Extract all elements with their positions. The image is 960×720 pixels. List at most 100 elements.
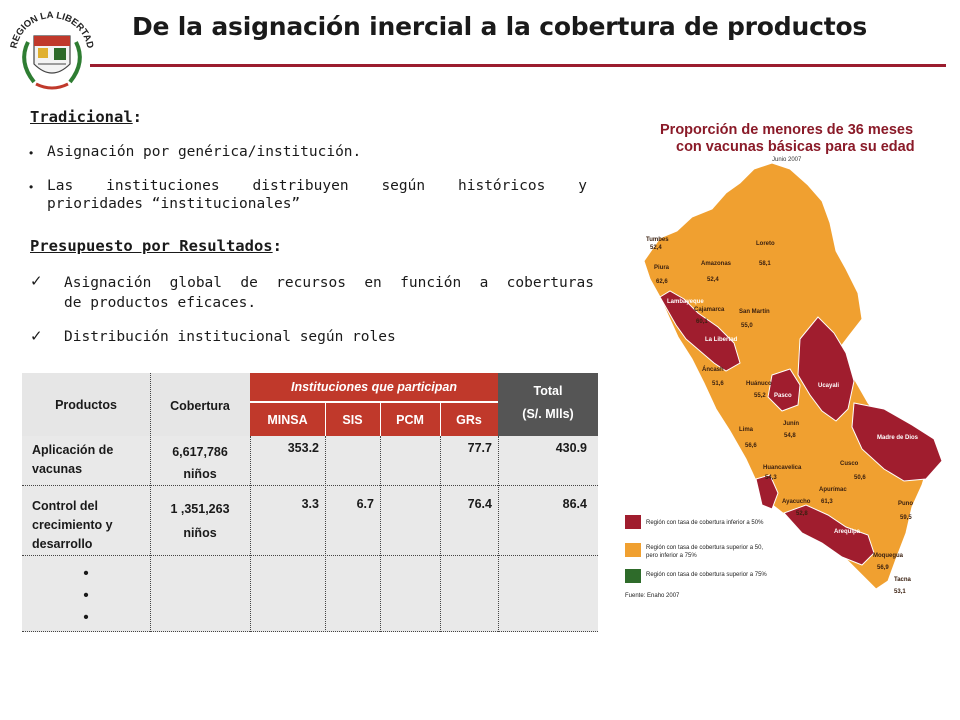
region-ucayali bbox=[797, 316, 855, 422]
map-source: Fuente: Enaho 2007 bbox=[625, 593, 680, 599]
region-name-cusco: Cusco bbox=[840, 461, 859, 467]
title-divider bbox=[90, 64, 946, 67]
region-name-cajamarca: Cajamarca bbox=[694, 307, 725, 313]
map-title-line-2: con vacunas básicas para su edad bbox=[676, 139, 915, 155]
region-name-ayacucho: Ayacucho bbox=[782, 499, 811, 505]
region-value-moquegua: 56,9 bbox=[877, 565, 889, 571]
region-name-piura: Piura bbox=[654, 265, 670, 271]
col-header-cobertura: Cobertura bbox=[150, 373, 250, 436]
word: y bbox=[578, 178, 587, 194]
word: de bbox=[240, 275, 258, 291]
region-name-puno: Puno bbox=[898, 501, 913, 507]
legend-label-mid-line-2: pero inferior a 75% bbox=[646, 553, 697, 559]
cobertura-unit: niños bbox=[183, 467, 217, 481]
table-row-1-minsa: 353.2 bbox=[287, 441, 319, 455]
traditional-heading-colon: : bbox=[132, 108, 142, 126]
producto-line: Control del bbox=[32, 499, 98, 513]
region-name-arequipa: Arequipa bbox=[834, 529, 861, 535]
traditional-heading: Tradicional: bbox=[30, 108, 142, 126]
map-title-line-1: Proporción de menores de 36 meses bbox=[660, 122, 913, 138]
ppr-heading-text: Presupuesto por Resultados bbox=[30, 237, 273, 255]
table-divider bbox=[440, 403, 441, 436]
total-label: Total bbox=[533, 384, 563, 398]
traditional-bullet-2-line-2: prioridades “institucionales” bbox=[47, 196, 301, 212]
producto-line: Aplicación de bbox=[32, 443, 114, 457]
table-row-2-sis: 6.7 bbox=[356, 497, 374, 511]
region-name-tacna: Tacna bbox=[894, 577, 912, 583]
region-value-piura: 62,6 bbox=[656, 279, 668, 285]
region-labels: Tumbes 52,4 Piura 62,6 Lambayeque Amazon… bbox=[646, 237, 919, 595]
legend-label-high: Región con tasa de cobertura superior a … bbox=[646, 572, 767, 578]
table-divider bbox=[22, 555, 598, 556]
vaccination-map: Proporción de menores de 36 meses con va… bbox=[622, 113, 952, 615]
region-name-apurimac: Apurímac bbox=[819, 487, 847, 493]
ppr-item-2: Distribución institucional según roles bbox=[64, 329, 396, 345]
table-divider bbox=[325, 403, 326, 436]
region-name-la-libertad: La Libertad bbox=[705, 337, 738, 343]
col-header-instituciones: Instituciones que participan bbox=[250, 373, 498, 402]
legend-swatch-mid bbox=[625, 543, 641, 557]
cobertura-unit: niños bbox=[183, 526, 217, 540]
region-value-amazonas: 52,4 bbox=[707, 277, 719, 283]
word: en bbox=[364, 275, 382, 291]
region-name-madre-de-dios: Madre de Dios bbox=[877, 435, 919, 441]
table-divider bbox=[498, 436, 499, 632]
peru-map-figure: Proporción de menores de 36 meses con va… bbox=[625, 122, 943, 599]
word: Asignación bbox=[64, 275, 152, 291]
col-header-productos: Productos bbox=[22, 373, 150, 436]
col-header-total: Total (S/. Mlls) bbox=[498, 373, 598, 436]
table-row-1-cobertura: 6,617,786 niños bbox=[150, 441, 250, 485]
table-divider bbox=[250, 436, 251, 632]
region-name-loreto: Loreto bbox=[756, 241, 775, 247]
word: distribuyen bbox=[252, 178, 349, 194]
region-value-junin: 54,8 bbox=[784, 433, 796, 439]
table-divider bbox=[325, 436, 326, 632]
legend-swatch-high bbox=[625, 569, 641, 583]
table-row-1-grs: 77.7 bbox=[467, 441, 492, 455]
region-name-pasco: Pasco bbox=[774, 393, 792, 399]
table-row-2-minsa: 3.3 bbox=[301, 497, 319, 511]
word: instituciones bbox=[106, 178, 220, 194]
region-la-libertad-logo: REGION LA LIBERTAD bbox=[8, 10, 96, 90]
col-header-sis: SIS bbox=[325, 403, 380, 436]
region-name-moquegua: Moquegua bbox=[873, 553, 904, 559]
table-row-1-producto: Aplicación de vacunas bbox=[32, 441, 150, 479]
table-row-2-total: 86.4 bbox=[562, 497, 587, 511]
checkmark-icon: ✓ bbox=[30, 327, 43, 345]
total-unit: (S/. Mlls) bbox=[522, 407, 574, 421]
table-row-1-total: 430.9 bbox=[555, 441, 587, 455]
table-body-bg bbox=[22, 436, 598, 632]
region-arequipa bbox=[783, 504, 875, 566]
legend-label-mid-line-1: Región con tasa de cobertura superior a … bbox=[646, 545, 763, 551]
table-divider bbox=[22, 485, 598, 486]
cobertura-value: 1 ,351,263 bbox=[170, 502, 230, 516]
budget-table: Productos Cobertura Instituciones que pa… bbox=[22, 373, 598, 632]
traditional-bullet-1: Asignación por genérica/institución. bbox=[47, 144, 362, 160]
producto-line: crecimiento y bbox=[32, 518, 113, 532]
region-value-tumbes: 52,4 bbox=[650, 245, 662, 251]
ellipsis-dot: • bbox=[83, 609, 89, 626]
region-value-ancash: 51,6 bbox=[712, 381, 724, 387]
ppr-heading: Presupuesto por Resultados: bbox=[30, 237, 282, 255]
table-row-ellipsis: • • • bbox=[22, 563, 150, 629]
region-name-ucayali: Ucayali bbox=[818, 383, 839, 389]
table-divider bbox=[380, 403, 381, 436]
legend-label-low: Región con tasa de cobertura inferior a … bbox=[646, 520, 764, 526]
region-name-ancash: Áncash bbox=[702, 366, 724, 373]
region-name-lima: Lima bbox=[739, 427, 754, 433]
legend-swatch-low bbox=[625, 515, 641, 529]
ppr-item-1-line-1: Asignación global de recursos en función… bbox=[64, 274, 594, 293]
word: recursos bbox=[276, 275, 346, 291]
ellipsis-dot: • bbox=[83, 565, 89, 582]
word: coberturas bbox=[506, 275, 594, 291]
region-name-huanuco: Huánuco bbox=[746, 381, 772, 387]
table-divider bbox=[22, 631, 598, 632]
traditional-bullet-2-line-1: Las instituciones distribuyen según hist… bbox=[47, 177, 587, 196]
region-value-san-martin: 55,0 bbox=[741, 323, 753, 329]
cobertura-value: 6,617,786 bbox=[172, 445, 228, 459]
producto-line: vacunas bbox=[32, 462, 83, 476]
region-ica bbox=[755, 474, 779, 510]
table-row-2-producto: Control del crecimiento y desarrollo bbox=[32, 497, 150, 554]
region-value-tacna: 53,1 bbox=[894, 589, 906, 595]
region-madre-de-dios bbox=[851, 402, 943, 482]
